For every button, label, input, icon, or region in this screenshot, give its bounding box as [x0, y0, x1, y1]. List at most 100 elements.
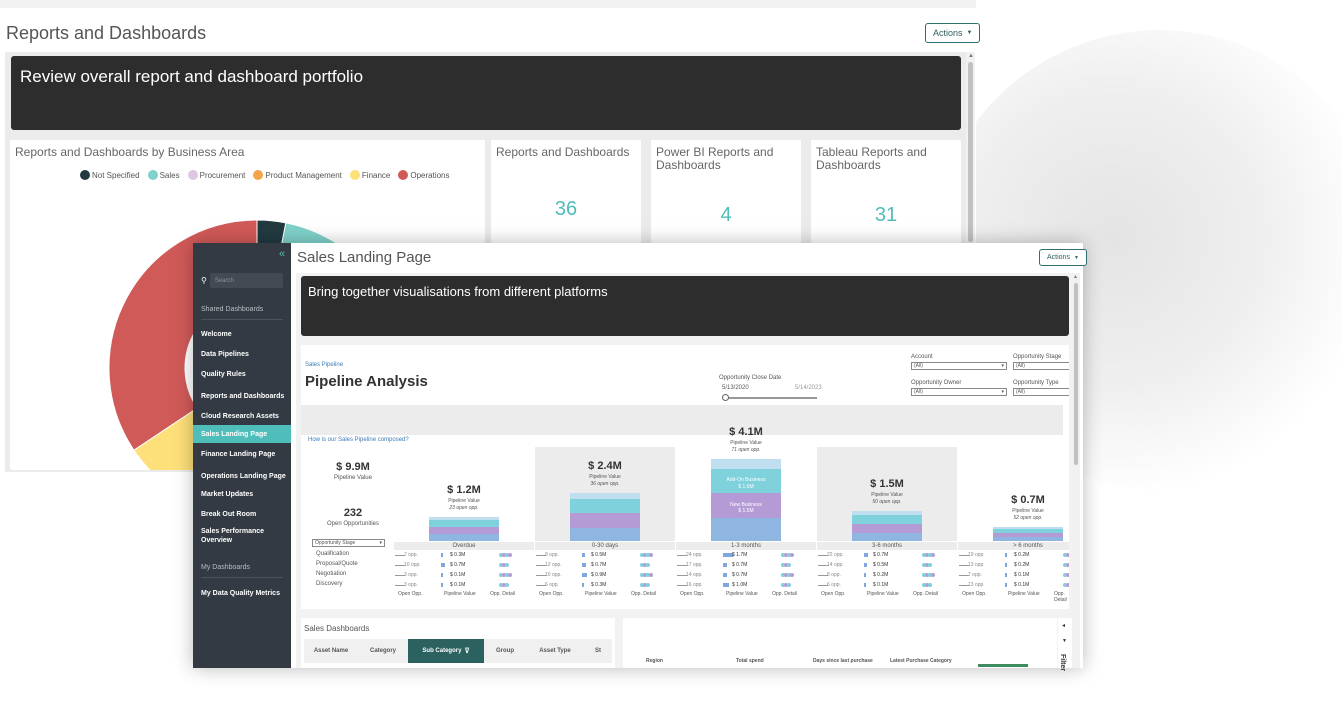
- sidebar-item-break-out-room[interactable]: Break Out Room: [201, 510, 257, 518]
- opp-detail-dot[interactable]: [640, 583, 644, 587]
- legend-item[interactable]: Product Management: [253, 170, 342, 180]
- opp-detail-dot[interactable]: [784, 553, 788, 557]
- scroll-thumb[interactable]: [1074, 283, 1078, 465]
- row-value-bar[interactable]: [864, 573, 866, 577]
- opp-detail-dot[interactable]: [781, 563, 785, 567]
- opp-detail-dot[interactable]: [505, 553, 509, 557]
- row-value-bar[interactable]: [1005, 583, 1007, 587]
- chevron-down-icon[interactable]: ▼: [1062, 638, 1067, 644]
- scroll-thumb[interactable]: [968, 62, 973, 242]
- opp-detail-dot[interactable]: [928, 553, 932, 557]
- opp-detail-dot[interactable]: [505, 583, 509, 587]
- opp-detail-dot[interactable]: [643, 563, 647, 567]
- sidebar-item-sales-performance-overview[interactable]: Sales Performance Overview: [201, 528, 265, 544]
- row-value-bar[interactable]: [1005, 553, 1007, 557]
- row-value-bar[interactable]: [723, 563, 728, 567]
- opp-detail-dot[interactable]: [502, 573, 506, 577]
- opp-detail-dot[interactable]: [505, 563, 509, 567]
- opp-detail-dot[interactable]: [787, 583, 791, 587]
- opp-detail-dot[interactable]: [1063, 573, 1067, 577]
- opp-detail-dot[interactable]: [790, 553, 794, 557]
- sidebar-item-market-updates[interactable]: Market Updates: [201, 490, 254, 498]
- row-value-bar[interactable]: [864, 583, 866, 587]
- column-header[interactable]: Asset Type: [526, 639, 584, 663]
- row-value-bar[interactable]: [1005, 573, 1007, 577]
- opp-detail-dot[interactable]: [925, 563, 929, 567]
- opp-detail-dot[interactable]: [649, 573, 653, 577]
- row-value-bar[interactable]: [723, 553, 734, 557]
- opp-detail-dot[interactable]: [931, 573, 935, 577]
- stacked-bar-segment[interactable]: [852, 532, 922, 541]
- opp-detail-dot[interactable]: [502, 583, 506, 587]
- opp-detail-dot[interactable]: [925, 573, 929, 577]
- scrollbar[interactable]: ▲: [1072, 273, 1080, 668]
- opp-detail-dot[interactable]: [646, 573, 650, 577]
- opp-detail-dot[interactable]: [784, 573, 788, 577]
- opp-detail-dot[interactable]: [508, 573, 512, 577]
- stacked-bar-segment[interactable]: [711, 468, 781, 494]
- column-header[interactable]: Region: [646, 658, 663, 664]
- row-value-bar[interactable]: [582, 583, 584, 587]
- opp-detail-dot[interactable]: [928, 573, 932, 577]
- row-value-bar[interactable]: [582, 573, 588, 577]
- sidebar-item-welcome[interactable]: Welcome: [201, 330, 232, 338]
- search-input[interactable]: Search: [209, 273, 283, 288]
- opp-detail-dot[interactable]: [787, 563, 791, 567]
- opp-detail-dot[interactable]: [922, 563, 926, 567]
- opp-detail-dot[interactable]: [643, 583, 647, 587]
- opp-detail-dot[interactable]: [787, 573, 791, 577]
- date-slider-handle[interactable]: [722, 394, 729, 401]
- stacked-bar-segment[interactable]: [993, 532, 1063, 538]
- column-header[interactable]: Category: [358, 639, 408, 663]
- row-value-bar[interactable]: [864, 563, 867, 567]
- opp-detail-dot[interactable]: [508, 553, 512, 557]
- opp-detail-dot[interactable]: [1066, 583, 1069, 587]
- stacked-bar-segment[interactable]: [852, 523, 922, 533]
- legend-item[interactable]: Operations: [398, 170, 450, 180]
- sidebar-item-quality-rules[interactable]: Quality Rules: [201, 370, 246, 378]
- stacked-bar-segment[interactable]: [852, 511, 922, 515]
- opp-detail-dot[interactable]: [925, 553, 929, 557]
- legend-item[interactable]: Procurement: [187, 170, 245, 180]
- opp-detail-dot[interactable]: [1066, 573, 1069, 577]
- opp-detail-dot[interactable]: [505, 573, 509, 577]
- account-filter[interactable]: (All) ▾: [911, 362, 1007, 370]
- opp-detail-dot[interactable]: [640, 573, 644, 577]
- stacked-bar-segment[interactable]: [429, 517, 499, 520]
- sidebar-item-reports-and-dashboards[interactable]: Reports and Dashboards: [201, 392, 285, 400]
- opp-detail-dot[interactable]: [922, 573, 926, 577]
- opp-detail-dot[interactable]: [643, 573, 647, 577]
- row-value-bar[interactable]: [723, 583, 729, 587]
- scroll-up-icon[interactable]: ▲: [1073, 274, 1078, 280]
- row-value-bar[interactable]: [441, 573, 443, 577]
- row-value-bar[interactable]: [582, 553, 585, 557]
- row-value-bar[interactable]: [723, 573, 728, 577]
- sidebar-item-finance-landing-page[interactable]: Finance Landing Page: [201, 450, 276, 458]
- sidebar-item-my-data-quality-metrics[interactable]: My Data Quality Metrics: [201, 589, 280, 597]
- sidebar-item-cloud-research-assets[interactable]: Cloud Research Assets: [201, 412, 279, 420]
- opp-detail-dot[interactable]: [928, 583, 932, 587]
- stacked-bar-segment[interactable]: [429, 534, 499, 541]
- opp-detail-dot[interactable]: [781, 573, 785, 577]
- opp-detail-dot[interactable]: [790, 573, 794, 577]
- opp-detail-dot[interactable]: [640, 563, 644, 567]
- column-header[interactable]: Days since last purchase: [813, 658, 873, 664]
- actions-button[interactable]: Actions ▼: [1039, 249, 1087, 266]
- stacked-bar-segment[interactable]: [429, 527, 499, 535]
- chevron-left-icon[interactable]: ◂: [1062, 623, 1066, 629]
- owner-filter[interactable]: (All) ▾: [911, 388, 1007, 396]
- opp-detail-dot[interactable]: [922, 583, 926, 587]
- stacked-bar-segment[interactable]: [570, 527, 640, 541]
- stacked-bar-segment[interactable]: [993, 537, 1063, 541]
- row-value-bar[interactable]: [582, 563, 587, 567]
- column-header[interactable]: Total spend: [736, 658, 764, 664]
- stacked-bar-segment[interactable]: [570, 513, 640, 528]
- collapse-icon[interactable]: «: [279, 248, 286, 260]
- opp-detail-dot[interactable]: [787, 553, 791, 557]
- type-filter[interactable]: (All): [1013, 388, 1069, 396]
- sidebar-item-sales-landing-page[interactable]: Sales Landing Page: [193, 425, 291, 443]
- stage-dropdown[interactable]: Opportunity Stage ▾: [312, 539, 385, 547]
- column-header[interactable]: Group: [484, 639, 526, 663]
- opp-detail-dot[interactable]: [925, 583, 929, 587]
- stacked-bar-segment[interactable]: [711, 493, 781, 519]
